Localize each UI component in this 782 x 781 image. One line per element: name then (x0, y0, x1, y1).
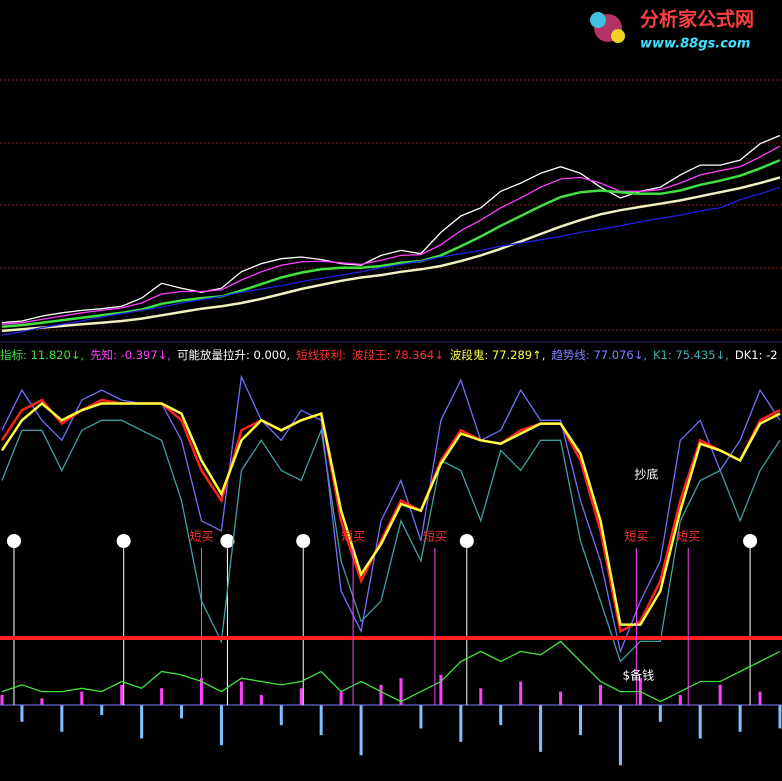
annotation: 短买 (341, 530, 365, 544)
readout: 波段王: 78.364↓ (352, 348, 444, 362)
annotation: 抄底 (634, 467, 658, 482)
histogram-bar (379, 684, 383, 705)
logo-title: 分析家公式网 (640, 8, 754, 31)
annotation: $备钱 (623, 668, 655, 683)
readout: 波段鬼: 77.289↑, (450, 348, 546, 362)
price-grid (0, 79, 782, 331)
histogram-bar (80, 691, 84, 705)
readout: 指标: 11.820↓, (0, 348, 84, 362)
logo-icon (611, 29, 625, 43)
histogram-bar (160, 688, 164, 705)
histogram-bar (678, 694, 682, 705)
readout: 趋势线: 77.076↓, (551, 348, 647, 362)
annotation: 短买 (676, 530, 700, 544)
smiley (116, 534, 131, 548)
histogram-bar (259, 694, 263, 705)
series-line (1, 640, 781, 703)
readouts: 指标: 11.820↓, 先知: -0.397↓, 可能放量拉升: 0.000, 短线… (0, 348, 778, 362)
histogram-bar (339, 691, 343, 705)
histogram-bar (239, 681, 243, 705)
histogram-bar (399, 678, 403, 705)
readout: 短线获利: (296, 348, 346, 362)
histogram-bar (459, 705, 463, 742)
histogram-bar (539, 705, 543, 752)
series-line (1, 158, 781, 329)
annotation: 短买 (423, 530, 447, 544)
smiley (743, 534, 758, 548)
histogram-bar (279, 705, 283, 726)
smiley (220, 534, 235, 548)
histogram-bar (100, 705, 104, 716)
series-line (1, 186, 781, 336)
histogram-bar (299, 688, 303, 705)
histogram-bar (519, 681, 523, 705)
series-line (1, 419, 781, 663)
histogram-bar (60, 705, 64, 732)
histogram-bar (698, 705, 702, 739)
series-line (1, 145, 781, 325)
histogram-bar (20, 705, 24, 722)
smiley (6, 534, 21, 548)
histogram-bar (439, 674, 443, 705)
series-line (0, 398, 781, 634)
series-line (1, 134, 781, 324)
histogram-bar (499, 705, 503, 726)
annotation: 短买 (189, 530, 213, 544)
histogram-bar (359, 705, 363, 756)
histogram-bar (40, 698, 44, 705)
histogram-bar (319, 705, 323, 736)
series-line (1, 374, 781, 654)
histogram-bar (778, 705, 782, 729)
histogram-bar (738, 705, 742, 732)
series-line (0, 401, 781, 626)
histogram-bar (758, 691, 762, 705)
histogram-bar (658, 705, 662, 722)
series-line (1, 176, 781, 333)
histogram-bar (120, 684, 124, 705)
histogram-bar (618, 705, 622, 766)
smiley (459, 534, 474, 548)
histogram-bar (718, 684, 722, 705)
readout: 先知: -0.397↓, (90, 348, 171, 362)
histogram-bar (579, 705, 583, 736)
histogram-bar (419, 705, 423, 729)
smiley (296, 534, 311, 548)
histogram-bar (559, 691, 563, 705)
histogram-bar (479, 688, 483, 705)
annotation: 短买 (624, 530, 648, 544)
logo-url: www.88gs.com (640, 37, 750, 52)
histogram-bar (140, 705, 144, 739)
histogram-bar (219, 705, 223, 746)
histogram-bar (180, 705, 184, 719)
histogram-bar (0, 694, 4, 705)
readout: K1: 75.435↓, (653, 348, 729, 362)
logo-icon (590, 12, 606, 28)
histogram-bar (598, 684, 602, 705)
readout: DK1: -2 (735, 348, 778, 362)
readout: 可能放量拉升: 0.000, (177, 348, 290, 362)
